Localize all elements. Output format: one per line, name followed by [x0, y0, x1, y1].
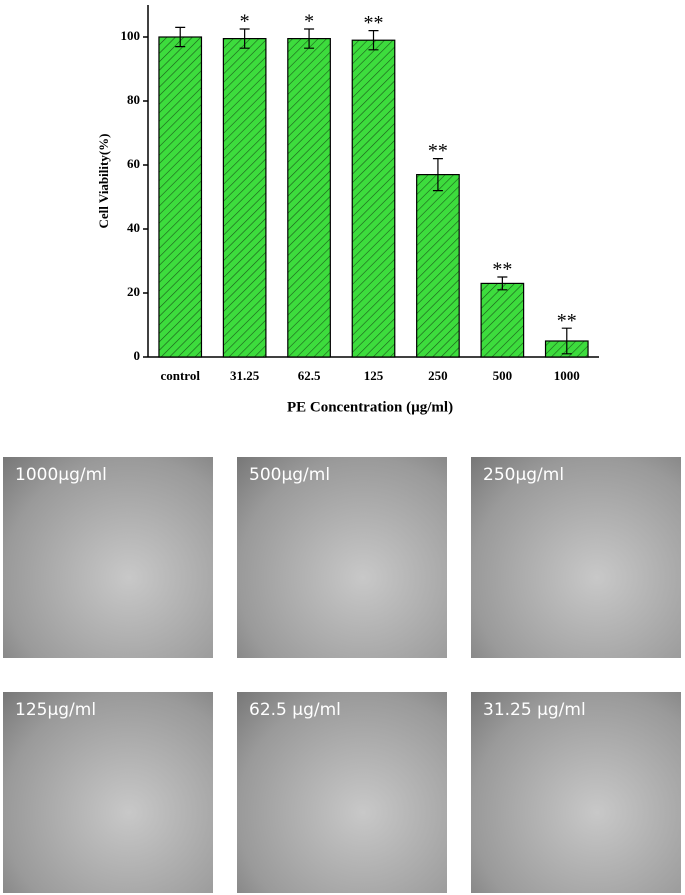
x-tick-label: 1000: [554, 368, 580, 383]
chart: Cell Viability(%) PE Concentration (µg/m…: [96, 5, 599, 415]
micrograph: 500µg/ml: [237, 457, 447, 658]
panel-label: 62.5 µg/ml: [249, 700, 341, 720]
panel-label: 1000µg/ml: [15, 465, 107, 485]
x-tick-label: 62.5: [298, 368, 321, 383]
y-tick-label: 80: [127, 92, 140, 107]
significance-mark: **: [492, 259, 512, 281]
error-bar: [239, 28, 250, 49]
micrograph: 250µg/ml: [471, 457, 681, 658]
x-tick-label: 125: [364, 368, 384, 383]
bar: [351, 39, 396, 358]
bar: [158, 36, 203, 358]
significance-mark: **: [364, 12, 384, 34]
micrograph: 1000µg/ml: [3, 457, 213, 658]
x-axis-label: PE Concentration (µg/ml): [287, 399, 453, 415]
y-tick-label: 0: [134, 348, 141, 363]
panel-label: 125µg/ml: [15, 700, 97, 720]
panel-label: 31.25 µg/ml: [483, 700, 586, 720]
panel-label: 500µg/ml: [249, 465, 331, 485]
y-tick-label: 40: [127, 220, 140, 235]
error-bar: [432, 158, 443, 192]
significance-mark: *: [240, 11, 250, 33]
x-tick-label: 500: [493, 368, 513, 383]
significance-mark: **: [428, 140, 448, 162]
micrograph: 31.25 µg/ml: [471, 692, 681, 893]
bar: [480, 282, 525, 358]
x-tick-label: 250: [428, 368, 448, 383]
error-bar: [497, 276, 508, 291]
y-axis-label: Cell Viability(%): [96, 134, 111, 229]
error-bar: [561, 327, 572, 355]
y-tick-label: 100: [121, 28, 141, 43]
significance-mark: **: [557, 310, 577, 332]
micrograph: 125µg/ml: [3, 692, 213, 893]
error-bar: [175, 26, 186, 48]
y-tick-label: 60: [127, 156, 140, 171]
x-tick-label: 31.25: [230, 368, 260, 383]
significance-mark: *: [304, 11, 314, 33]
micrograph: 62.5 µg/ml: [237, 692, 447, 893]
error-bar: [368, 30, 379, 51]
bar: [416, 174, 460, 358]
y-tick-label: 20: [127, 284, 140, 299]
x-tick-label: control: [160, 368, 200, 383]
panel-label: 250µg/ml: [483, 465, 565, 485]
bar: [222, 37, 267, 358]
bar: [287, 37, 331, 358]
error-bar: [304, 28, 315, 49]
